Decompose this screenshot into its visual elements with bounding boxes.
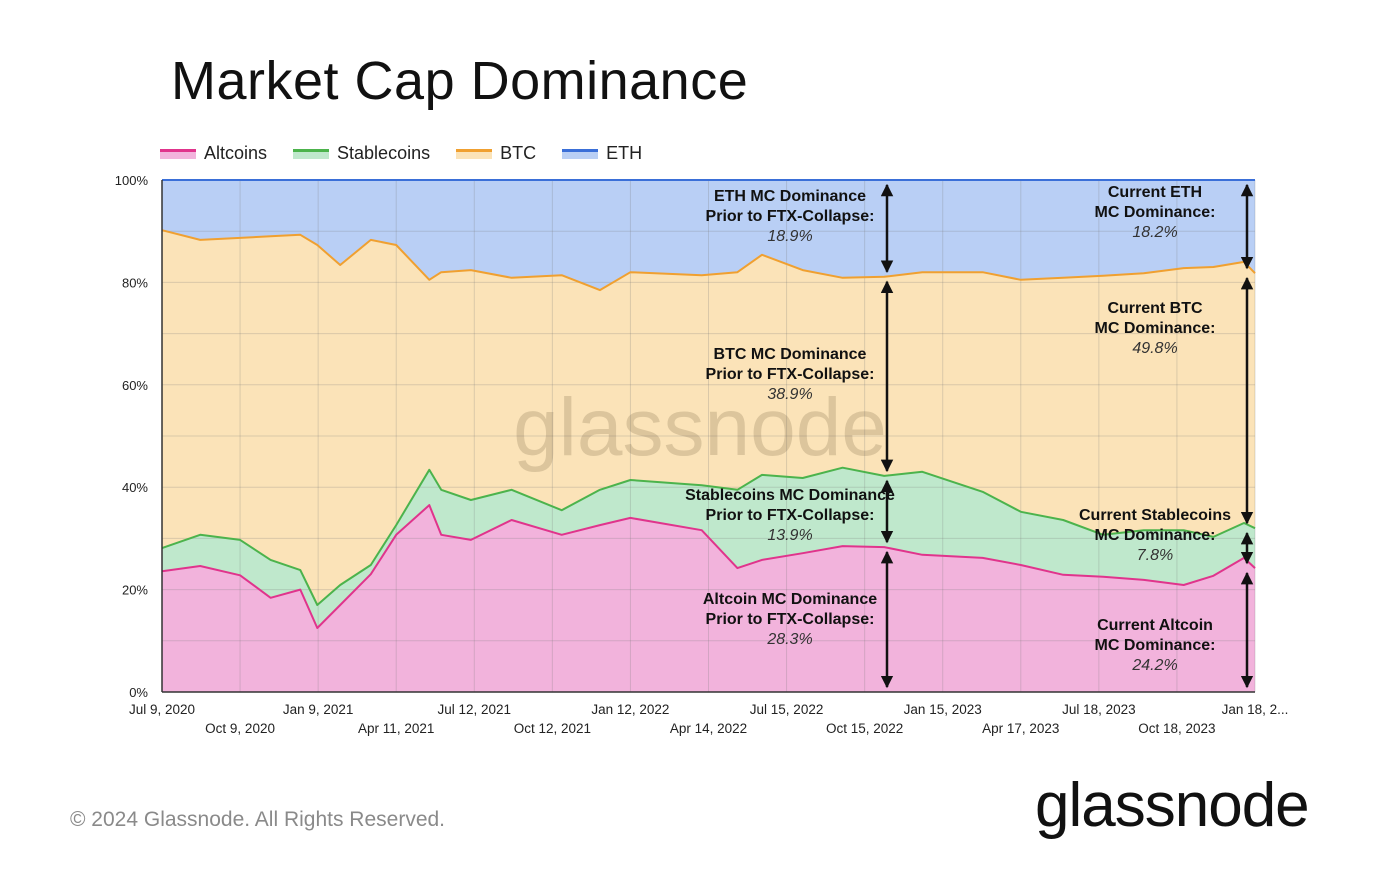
legend-swatch-altcoins — [160, 148, 196, 159]
legend-item-eth[interactable]: ETH — [562, 143, 642, 164]
glassnode-logo: glassnode — [1035, 771, 1310, 840]
annotation-value: 13.9% — [767, 527, 812, 544]
y-tick-label: 60% — [122, 378, 148, 393]
x-tick-label: Apr 11, 2021 — [358, 721, 434, 736]
legend-item-stablecoins[interactable]: Stablecoins — [293, 143, 430, 164]
annotation-value: 24.2% — [1131, 657, 1177, 674]
annotation-value: 49.8% — [1132, 340, 1177, 357]
annotation-label: Stablecoins MC Dominance — [685, 487, 895, 504]
x-tick-label: Oct 15, 2022 — [826, 721, 903, 736]
x-tick-label: Jan 18, 2... — [1222, 702, 1289, 717]
annotation-label: Prior to FTX-Collapse: — [706, 507, 875, 524]
x-tick-label: Jan 15, 2023 — [904, 702, 982, 717]
annotation-label: MC Dominance: — [1095, 637, 1216, 654]
annotation-value: 38.9% — [767, 386, 812, 403]
legend-label: Stablecoins — [337, 143, 431, 163]
x-tick-label: Jul 9, 2020 — [129, 702, 195, 717]
annotation-label: Current ETH — [1108, 184, 1202, 201]
chart-title: Market Cap Dominance — [171, 51, 749, 111]
x-tick-label: Apr 14, 2022 — [670, 721, 747, 736]
watermark: glassnode — [513, 382, 887, 473]
legend-label: Altcoins — [204, 143, 268, 163]
x-tick-label: Jul 12, 2021 — [438, 702, 512, 717]
x-tick-label: Jan 9, 2021 — [283, 702, 354, 717]
annotation-label: Prior to FTX-Collapse: — [706, 611, 875, 628]
legend-label: ETH — [606, 143, 643, 163]
legend: Altcoins Stablecoins BTC ETH — [160, 143, 642, 164]
annotation-value: 18.9% — [767, 228, 812, 245]
y-tick-label: 0% — [129, 685, 148, 700]
x-tick-label: Oct 18, 2023 — [1138, 721, 1215, 736]
x-tick-label: Apr 17, 2023 — [982, 721, 1059, 736]
x-tick-label: Jul 15, 2022 — [750, 702, 824, 717]
area-btc — [162, 230, 1255, 605]
legend-item-altcoins[interactable]: Altcoins — [160, 143, 267, 164]
x-tick-label: Jan 12, 2022 — [591, 702, 669, 717]
annotation-label: Prior to FTX-Collapse: — [706, 208, 875, 225]
annotation-label: MC Dominance: — [1095, 204, 1216, 221]
annotation-value: 28.3% — [766, 631, 812, 648]
x-tick-label: Jul 18, 2023 — [1062, 702, 1136, 717]
annotation-label: Current Stablecoins — [1079, 507, 1231, 524]
area-altcoins — [162, 505, 1255, 692]
legend-item-btc[interactable]: BTC — [456, 143, 536, 164]
x-tick-label: Oct 9, 2020 — [205, 721, 275, 736]
area-stablecoins — [162, 467, 1255, 628]
annotation-label: Prior to FTX-Collapse: — [706, 366, 875, 383]
y-tick-label: 80% — [122, 275, 148, 290]
x-tick-label: Oct 12, 2021 — [514, 721, 591, 736]
line-altcoins — [161, 504, 1256, 629]
y-tick-label: 20% — [122, 583, 148, 598]
legend-label: BTC — [500, 143, 537, 163]
line-btc — [161, 229, 1256, 292]
annotation-value: 7.8% — [1137, 547, 1173, 564]
copyright-text: © 2024 Glassnode. All Rights Reserved. — [70, 808, 446, 831]
annotation-label: Current Altcoin — [1097, 617, 1213, 634]
legend-swatch-eth — [562, 148, 599, 159]
y-tick-label: 100% — [115, 173, 149, 188]
area-eth — [162, 180, 1255, 291]
annotation-label: BTC MC Dominance — [714, 346, 867, 363]
annotation-label: Altcoin MC Dominance — [703, 591, 877, 608]
annotation-value: 18.2% — [1132, 224, 1177, 241]
y-tick-label: 40% — [122, 480, 148, 495]
legend-swatch-btc — [456, 148, 493, 159]
annotation-label: MC Dominance: — [1095, 527, 1216, 544]
annotation-label: MC Dominance: — [1095, 320, 1216, 337]
line-stablecoins — [161, 466, 1256, 606]
annotation-label: ETH MC Dominance — [714, 188, 866, 205]
legend-swatch-stablecoins — [293, 148, 330, 159]
annotation-label: Current BTC — [1107, 300, 1203, 317]
